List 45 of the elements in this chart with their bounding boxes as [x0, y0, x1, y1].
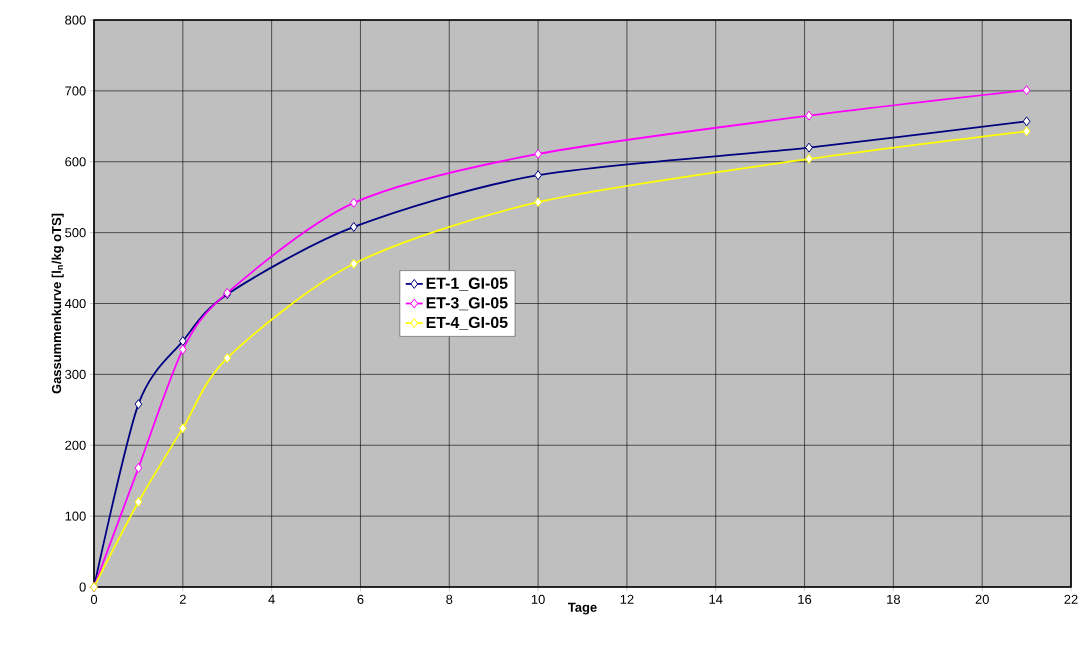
point	[1022, 116, 1031, 127]
point	[1022, 126, 1031, 137]
y-tick-label: 200	[65, 440, 86, 450]
point	[534, 170, 542, 181]
point	[1022, 85, 1031, 96]
point	[805, 110, 813, 121]
x-tick-label: 6	[357, 594, 364, 604]
legend-label: ET-4_GI-05	[426, 316, 508, 330]
y-tick-label: 0	[79, 582, 86, 592]
x-axis-title: Tage	[568, 602, 597, 615]
y-tick-label: 400	[64, 298, 86, 309]
y-tick-label: 600	[65, 157, 86, 167]
x-tick-label: 4	[268, 594, 275, 604]
point	[178, 336, 187, 347]
point	[134, 399, 143, 410]
x-tick-label: 12	[620, 594, 634, 604]
point	[534, 197, 542, 208]
x-tick-label: 0	[90, 594, 98, 604]
point	[134, 496, 143, 507]
point	[534, 148, 542, 159]
y-tick-label: 500	[65, 228, 86, 238]
y-tick-label: 800	[65, 15, 86, 25]
x-tick-label: 16	[798, 594, 812, 604]
legend-label: ET-3_GI-05	[426, 297, 508, 311]
x-tick-label: 22	[1064, 594, 1078, 604]
y-tick-label: 300	[65, 369, 86, 379]
y-tick-label: 100	[65, 511, 86, 521]
legend-label: ET-1_GI-05	[426, 277, 508, 291]
point	[178, 344, 187, 355]
x-tick-label: 2	[179, 594, 186, 604]
x-tick-label: 14	[709, 594, 723, 604]
x-tick-label: 8	[446, 594, 453, 604]
point	[349, 197, 358, 208]
point	[223, 353, 232, 364]
x-tick-label: 20	[975, 594, 989, 604]
x-tick-label: 10	[531, 594, 545, 604]
point	[134, 462, 143, 473]
point	[349, 221, 358, 232]
y-axis-title: Gassummenkurve [l$_{n}$/kg oTS]	[51, 213, 64, 394]
point	[178, 423, 187, 434]
y-tick-label: 700	[65, 86, 86, 96]
x-tick-label: 18	[887, 594, 901, 604]
point	[349, 258, 358, 269]
point	[805, 142, 813, 153]
point	[805, 153, 813, 164]
